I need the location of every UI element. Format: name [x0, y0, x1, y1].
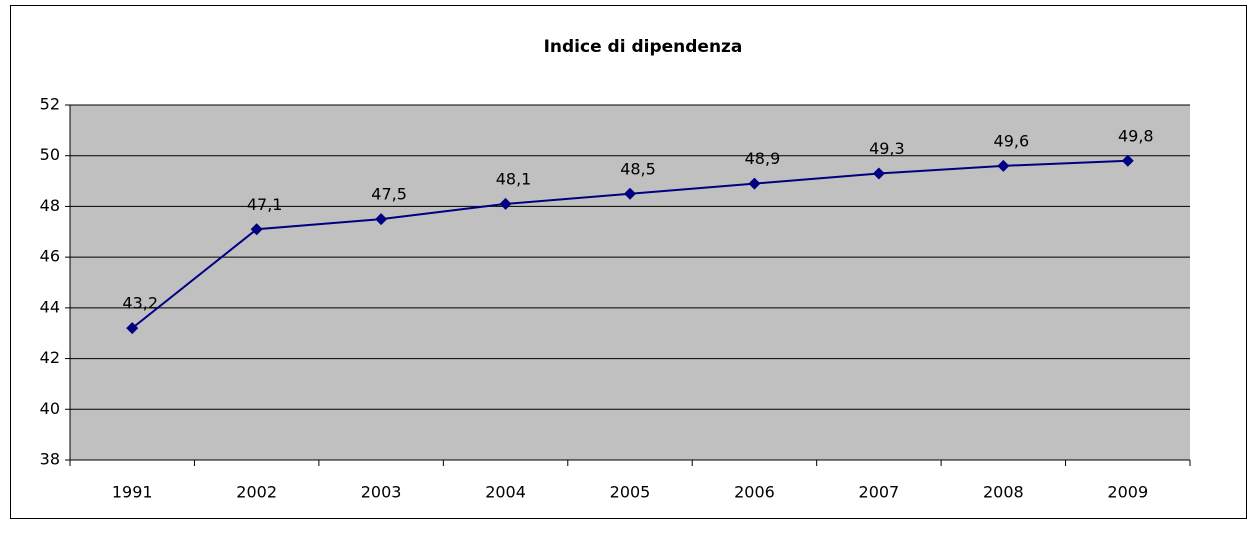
marker	[499, 197, 512, 210]
x-tick-label: 2006	[734, 483, 775, 502]
x-tick-label: 2008	[983, 483, 1024, 502]
y-tick-label: 38	[40, 450, 60, 469]
data-label: 48,1	[496, 169, 532, 188]
data-label: 47,1	[247, 195, 283, 214]
chart-title: Indice di dipendenza	[544, 37, 743, 57]
data-label: 48,9	[745, 149, 781, 168]
y-tick-label: 46	[40, 247, 60, 266]
x-tick-label: 2005	[610, 483, 651, 502]
marker	[375, 213, 388, 226]
plot-area	[70, 105, 1190, 460]
data-label: 49,6	[994, 131, 1030, 150]
data-label: 49,8	[1118, 126, 1154, 145]
x-tick-label: 2004	[485, 483, 526, 502]
y-tick-label: 42	[40, 348, 60, 367]
data-label: 47,5	[371, 185, 407, 204]
x-tick-label: 2003	[361, 483, 402, 502]
y-tick-label: 52	[40, 95, 60, 114]
x-tick-label: 2002	[236, 483, 277, 502]
marker	[872, 167, 885, 180]
x-tick-label: 2009	[1107, 483, 1148, 502]
marker	[748, 177, 761, 190]
marker	[126, 322, 139, 335]
y-tick-label: 40	[40, 399, 60, 418]
y-tick-label: 48	[40, 196, 60, 215]
marker	[624, 187, 636, 200]
marker	[997, 159, 1010, 172]
marker	[250, 223, 263, 236]
y-tick-label: 44	[40, 297, 60, 316]
data-label: 48,5	[620, 159, 656, 178]
y-tick-label: 50	[40, 145, 60, 164]
x-tick-label: 1991	[112, 483, 153, 502]
marker	[1121, 154, 1134, 167]
data-label: 49,3	[869, 139, 905, 158]
data-label: 43,2	[122, 294, 158, 313]
x-tick-label: 2007	[859, 483, 900, 502]
